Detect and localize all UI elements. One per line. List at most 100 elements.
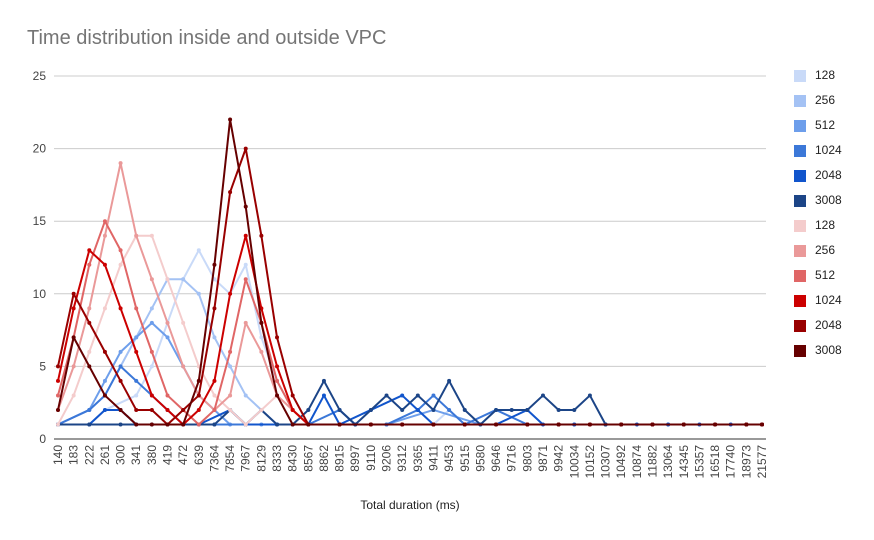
data-point xyxy=(118,407,123,412)
data-point xyxy=(181,364,186,369)
data-point xyxy=(212,422,217,427)
x-tick-label: 8129 xyxy=(254,445,268,472)
data-point xyxy=(243,393,248,398)
legend-label: 256 xyxy=(815,93,836,107)
x-tick-label: 9365 xyxy=(411,445,425,472)
data-point xyxy=(149,320,154,325)
legend-swatch xyxy=(794,345,806,357)
chart-title: Time distribution inside and outside VPC xyxy=(27,27,387,49)
x-tick-label: 8862 xyxy=(317,445,331,472)
legend-label: 512 xyxy=(815,268,836,282)
legend-swatch xyxy=(794,295,806,307)
x-tick-label: 9871 xyxy=(536,445,550,472)
legend-label: 256 xyxy=(815,243,836,257)
legend-swatch xyxy=(794,220,806,232)
data-point xyxy=(165,335,170,340)
x-tick-label: 222 xyxy=(82,445,96,465)
data-point xyxy=(243,146,248,151)
data-point xyxy=(149,349,154,354)
x-tick-label: 10874 xyxy=(630,445,644,479)
data-point xyxy=(713,422,718,427)
data-point xyxy=(102,233,107,238)
data-point xyxy=(290,393,295,398)
data-point xyxy=(525,407,530,412)
x-tick-label: 9453 xyxy=(442,445,456,472)
x-tick-label: 9206 xyxy=(380,445,394,472)
data-point xyxy=(196,422,201,427)
legend-label: 2048 xyxy=(815,168,842,182)
data-point xyxy=(165,320,170,325)
data-point xyxy=(102,378,107,383)
data-point xyxy=(243,262,248,267)
data-point xyxy=(275,422,280,427)
data-point xyxy=(165,393,170,398)
data-point xyxy=(228,349,233,354)
data-point xyxy=(196,248,201,253)
legend-label: 2048 xyxy=(815,318,842,332)
x-tick-label: 10152 xyxy=(583,445,597,479)
legend-swatch xyxy=(794,195,806,207)
x-tick-label: 21577 xyxy=(755,445,769,479)
data-point xyxy=(760,422,764,427)
data-point xyxy=(400,422,405,427)
legend-swatch xyxy=(794,145,806,157)
data-point xyxy=(134,378,139,383)
data-point xyxy=(228,407,233,412)
data-point xyxy=(118,349,123,354)
legend-label: 512 xyxy=(815,118,836,132)
x-tick-label: 261 xyxy=(98,445,112,465)
x-tick-label: 17740 xyxy=(724,445,738,479)
data-point xyxy=(87,349,92,354)
x-tick-label: 10492 xyxy=(614,445,628,479)
x-tick-label: 639 xyxy=(192,445,206,465)
legend-label: 3008 xyxy=(815,193,842,207)
data-point xyxy=(447,378,452,383)
data-point xyxy=(337,422,342,427)
data-point xyxy=(196,291,201,296)
data-point xyxy=(509,407,514,412)
data-point xyxy=(243,320,248,325)
data-point xyxy=(384,393,389,398)
data-point xyxy=(134,407,139,412)
x-tick-label: 9942 xyxy=(552,445,566,472)
data-point xyxy=(102,306,107,311)
data-point xyxy=(619,422,624,427)
data-point xyxy=(149,364,154,369)
data-point xyxy=(149,422,154,427)
data-point xyxy=(118,422,123,427)
data-point xyxy=(368,407,373,412)
data-point xyxy=(181,422,186,427)
data-point xyxy=(118,161,123,166)
data-point xyxy=(556,407,561,412)
x-tick-label: 8997 xyxy=(348,445,362,472)
data-point xyxy=(228,393,233,398)
data-point xyxy=(87,422,92,427)
legend-swatch xyxy=(794,95,806,107)
data-point xyxy=(243,277,248,282)
data-point xyxy=(165,407,170,412)
x-axis-label: Total duration (ms) xyxy=(360,498,460,512)
data-point xyxy=(228,291,233,296)
data-point xyxy=(71,393,76,398)
data-point xyxy=(71,335,76,340)
data-point xyxy=(650,422,655,427)
data-point xyxy=(134,422,139,427)
data-point xyxy=(196,378,201,383)
data-point xyxy=(321,378,326,383)
x-tick-label: 341 xyxy=(129,445,143,465)
data-point xyxy=(494,422,499,427)
data-point xyxy=(87,306,92,311)
data-point xyxy=(71,306,76,311)
legend-swatch xyxy=(794,70,806,82)
legend-swatch xyxy=(794,170,806,182)
data-point xyxy=(102,349,107,354)
data-point xyxy=(196,393,201,398)
x-tick-label: 15357 xyxy=(692,445,706,479)
y-tick-label: 25 xyxy=(33,69,47,83)
x-tick-label: 9716 xyxy=(505,445,519,472)
data-point xyxy=(102,262,107,267)
series-line-11 xyxy=(57,118,762,426)
data-point xyxy=(400,407,405,412)
x-tick-label: 9803 xyxy=(520,445,534,472)
